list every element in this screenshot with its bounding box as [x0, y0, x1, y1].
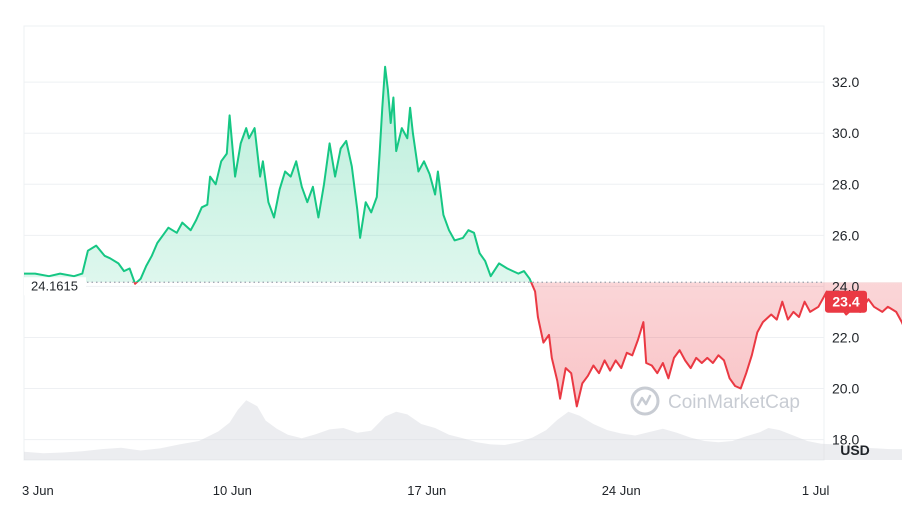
svg-text:24.1615: 24.1615: [31, 278, 78, 293]
x-axis: 3 Jun 10 Jun 17 Jun 24 Jun 1 Jul: [22, 483, 830, 498]
y-tick-label: 22.0: [832, 329, 859, 345]
y-tick-label: 28.0: [832, 176, 859, 192]
y-tick-label: 24.0: [832, 278, 859, 294]
coinmarketcap-watermark: CoinMarketCap: [630, 386, 800, 416]
x-tick-label: 1 Jul: [802, 483, 830, 498]
area-above-baseline: [24, 66, 532, 283]
plot-frame: [23, 25, 825, 461]
line-below-baseline: [133, 282, 902, 408]
y-axis-unit-label: USD: [840, 442, 870, 458]
baseline-value-label: 24.1615: [24, 277, 86, 296]
svg-text:23.4: 23.4: [832, 294, 859, 310]
x-tick-label: 17 Jun: [407, 483, 446, 498]
x-tick-label: 3 Jun: [22, 483, 54, 498]
y-tick-label: 32.0: [832, 74, 859, 90]
line-above-baseline: [24, 65, 533, 283]
price-area-fill: [24, 66, 902, 407]
watermark-text: CoinMarketCap: [668, 392, 800, 413]
x-tick-label: 10 Jun: [213, 483, 252, 498]
area-below-baseline: [24, 282, 902, 407]
coinmarketcap-logo-icon: [630, 386, 660, 416]
y-tick-label: 20.0: [832, 381, 859, 397]
y-tick-label: 30.0: [832, 125, 859, 141]
y-tick-label: 26.0: [832, 227, 859, 243]
price-line: [24, 65, 902, 408]
volume-series: [24, 400, 902, 460]
volume-area: [24, 400, 902, 460]
last-price-badge: 23.4: [825, 290, 867, 313]
x-tick-label: 24 Jun: [602, 483, 641, 498]
y-axis: 18.0 20.0 22.0 24.0 26.0 28.0 30.0 32.0: [832, 74, 859, 447]
y-tick-label: 18.0: [832, 432, 859, 448]
